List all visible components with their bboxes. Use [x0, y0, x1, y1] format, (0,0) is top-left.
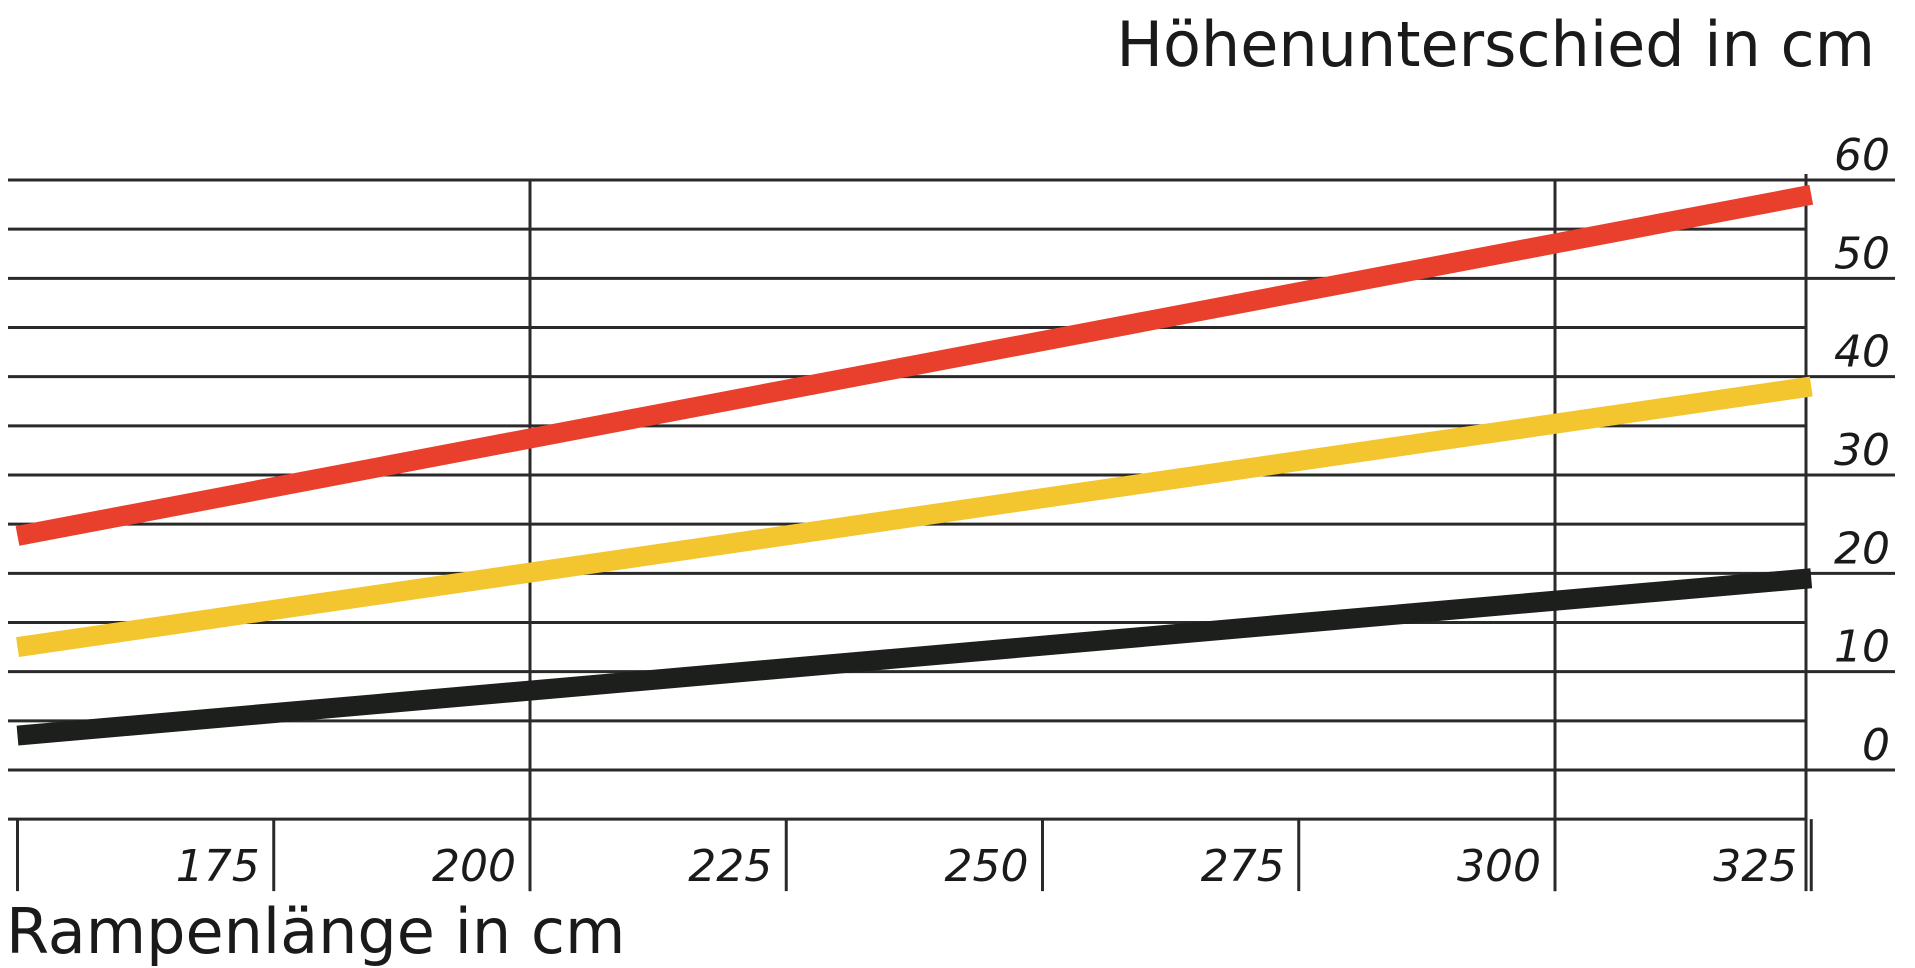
y-tick-label: 60: [1834, 130, 1890, 181]
series-line: [16, 568, 1813, 746]
y-tick-label: 30: [1834, 425, 1890, 476]
x-tick-label: 250: [945, 841, 1029, 892]
x-tick-label: 225: [688, 841, 772, 892]
x-tick-label: 200: [432, 841, 516, 892]
x-tick-label: 325: [1713, 841, 1797, 892]
vertical-gridlines: [16, 174, 1813, 892]
y-tick-label: 50: [1834, 228, 1890, 279]
series-line: [15, 184, 1814, 546]
y-tick-label: 40: [1834, 327, 1890, 378]
x-tick-label: 175: [176, 841, 260, 892]
y-axis-label: Höhenunterschied in cm: [1116, 8, 1875, 81]
y-tick-label: 10: [1834, 622, 1890, 673]
x-tick-labels: 175 200 225 250 275 300 325: [176, 841, 1797, 892]
y-tick-labels: 0 10 20 30 40 50 60: [1834, 130, 1890, 771]
x-tick-label: 300: [1457, 841, 1541, 892]
y-tick-label: 20: [1834, 523, 1890, 574]
horizontal-gridlines: [8, 178, 1895, 821]
series-lines: [15, 184, 1814, 746]
y-tick-label: 0: [1862, 720, 1890, 771]
series-line: [16, 376, 1813, 657]
x-tick-label: 275: [1201, 841, 1285, 892]
x-axis-label: Rampenlänge in cm: [6, 895, 626, 968]
